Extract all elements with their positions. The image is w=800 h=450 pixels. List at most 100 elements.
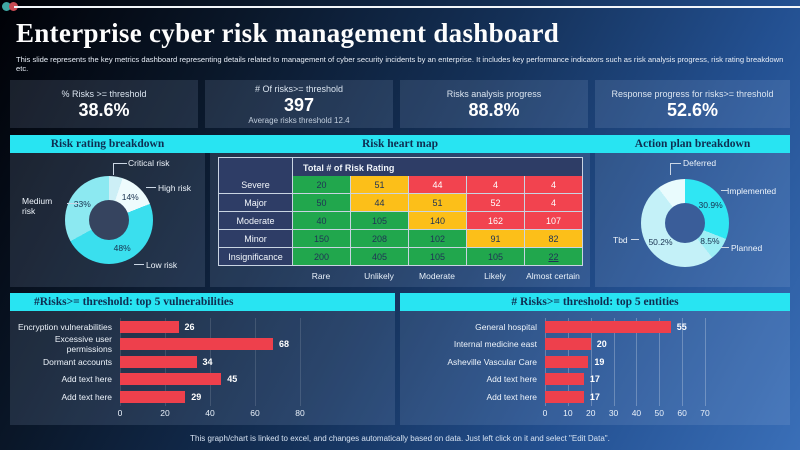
risk-heat-map-table[interactable]: Total # of Risk Rating Severe 20 51 44 4 4 Majo… (218, 157, 583, 266)
bar-chart-x-axis: 0 10 20 30 40 50 60 70 (543, 406, 785, 419)
axis-tick-label: 10 (563, 407, 573, 418)
bar-category-label: Add text here (61, 391, 112, 402)
bar-row: Encryption vulnerabilities 26 (10, 318, 395, 336)
decorative-teal-dot-icon (2, 2, 11, 11)
kpi-value: 88.8% (468, 100, 520, 120)
kpi-label: Risks analysis progress (446, 89, 542, 99)
donut-label-low-risk: Low risk (146, 260, 178, 270)
donut-label-implemented: Implemented (727, 186, 777, 196)
decorative-red-dot-icon (9, 2, 18, 11)
panel-title-action-plan: Action plan breakdown (634, 138, 751, 150)
heat-map-cell: 162 (467, 212, 525, 230)
bar-value-label: 34 (202, 356, 213, 367)
bar-row: Add text here 45 (10, 371, 395, 389)
bar-plot-area: 17 (545, 373, 785, 386)
bar-row: General hospital 55 (400, 318, 790, 336)
heat-map-cell: 4 (525, 194, 583, 212)
leader-line (146, 187, 156, 188)
action-plan-donut-chart[interactable]: 30.9% 8.5% 50.2% (641, 179, 729, 267)
heat-map-column-label: Unlikely (364, 271, 394, 281)
bar-plot-area: 17 (545, 390, 785, 403)
panel-title-entities: # Risks>= threshold: top 5 entities (400, 293, 790, 311)
bar[interactable] (120, 320, 179, 333)
bar-category-label: Add text here (61, 374, 112, 385)
heat-map-row-label: Insignificance (219, 248, 293, 266)
bar-row: Excessive user permissions 68 (10, 334, 395, 355)
heat-map-cell: 105 (409, 248, 467, 266)
donut-percent-label: 30.9% (698, 200, 723, 211)
bar[interactable] (120, 338, 273, 351)
footer-note: This graph/chart is linked to excel, and… (190, 434, 610, 443)
vulnerabilities-bar-chart[interactable]: Encryption vulnerabilities 26 Excessive us… (10, 311, 395, 425)
page-title: Enterprise cyber risk management dashboa… (16, 18, 560, 48)
bar-plot-area: 20 (545, 338, 785, 351)
kpi-value: 397 (283, 94, 315, 115)
donut-label-tbd: Tbd (613, 235, 628, 245)
heat-map-cell: 102 (409, 230, 467, 248)
heat-map-cell: 105 (351, 212, 409, 230)
kpi-card-response-progress[interactable]: Response progress for risks>= threshold … (595, 80, 790, 128)
gridline (300, 318, 301, 406)
bar[interactable] (120, 355, 197, 368)
bar-chart-x-axis: 0 20 40 60 80 (117, 406, 390, 419)
bar-row: Dormant accounts 34 (10, 353, 395, 371)
heat-map-row-label: Moderate (219, 212, 293, 230)
header-rule (14, 6, 800, 8)
heat-map-row-label: Severe (219, 176, 293, 194)
kpi-card-risks-threshold-pct[interactable]: % Risks >= threshold 38.6% (10, 80, 198, 128)
axis-tick-label: 70 (700, 407, 710, 418)
bar[interactable] (120, 390, 186, 403)
bar-category-label: Excessive user permissions (54, 334, 112, 355)
axis-tick-label: 0 (117, 407, 123, 418)
entities-bar-chart[interactable]: General hospital 55 Internal medicine east… (400, 311, 790, 425)
bar[interactable] (545, 355, 589, 368)
risk-rating-donut-chart[interactable]: 14% 48% 33% (65, 176, 153, 264)
leader-line (67, 203, 79, 204)
gridline (659, 318, 661, 406)
bar-row: Asheville Vascular Care 19 (400, 353, 790, 371)
donut-label-critical-risk: Critical risk (128, 158, 170, 168)
donut-percent-label: 50.2% (648, 237, 673, 247)
leader-line (670, 163, 681, 164)
gridline (682, 318, 684, 406)
kpi-card-risk-count[interactable]: # Of risks>= threshold 397 Average risks… (205, 80, 393, 128)
donut-label-planned: Planned (731, 243, 763, 253)
bar-value-label: 19 (594, 356, 605, 367)
heat-map-cell: 50 (293, 194, 351, 212)
bar-value-label: 17 (589, 374, 600, 385)
heat-map-cell: 44 (409, 176, 467, 194)
bar-plot-area: 26 (120, 320, 390, 333)
heat-map-cell: 22 (525, 248, 583, 266)
bar[interactable] (545, 373, 584, 386)
donut-hole (89, 200, 129, 240)
bar-plot-area: 55 (545, 320, 785, 333)
axis-tick-label: 80 (295, 407, 305, 418)
heat-map-cell: 91 (467, 230, 525, 248)
gridline (613, 318, 615, 406)
bar-value-label: 17 (589, 391, 600, 402)
bar-category-label: Encryption vulnerabilities (17, 321, 112, 332)
bar-value-label: 26 (184, 321, 195, 332)
leader-line (721, 247, 729, 248)
bar-category-label: Add text here (486, 391, 537, 402)
bar[interactable] (120, 373, 222, 386)
heat-map-cell: 208 (351, 230, 409, 248)
bar[interactable] (545, 338, 591, 351)
bar-plot-area: 19 (545, 355, 785, 368)
donut-label-high-risk: High risk (158, 183, 192, 193)
leader-line (113, 163, 127, 164)
heat-map-cell: 150 (293, 230, 351, 248)
bar[interactable] (545, 390, 584, 403)
leader-line (134, 264, 144, 265)
leader-line (670, 163, 671, 175)
kpi-card-analysis-progress[interactable]: Risks analysis progress 88.8% (400, 80, 588, 128)
bar[interactable] (545, 320, 671, 333)
heat-map-cell: 40 (293, 212, 351, 230)
bar-row: Add text here 17 (400, 388, 790, 406)
heat-map-cell: 405 (351, 248, 409, 266)
heat-map-row-label: Minor (219, 230, 293, 248)
donut-label-medium-risk: Medium risk (22, 196, 53, 217)
kpi-value: 38.6% (78, 100, 130, 120)
bar-value-label: 45 (227, 374, 238, 385)
